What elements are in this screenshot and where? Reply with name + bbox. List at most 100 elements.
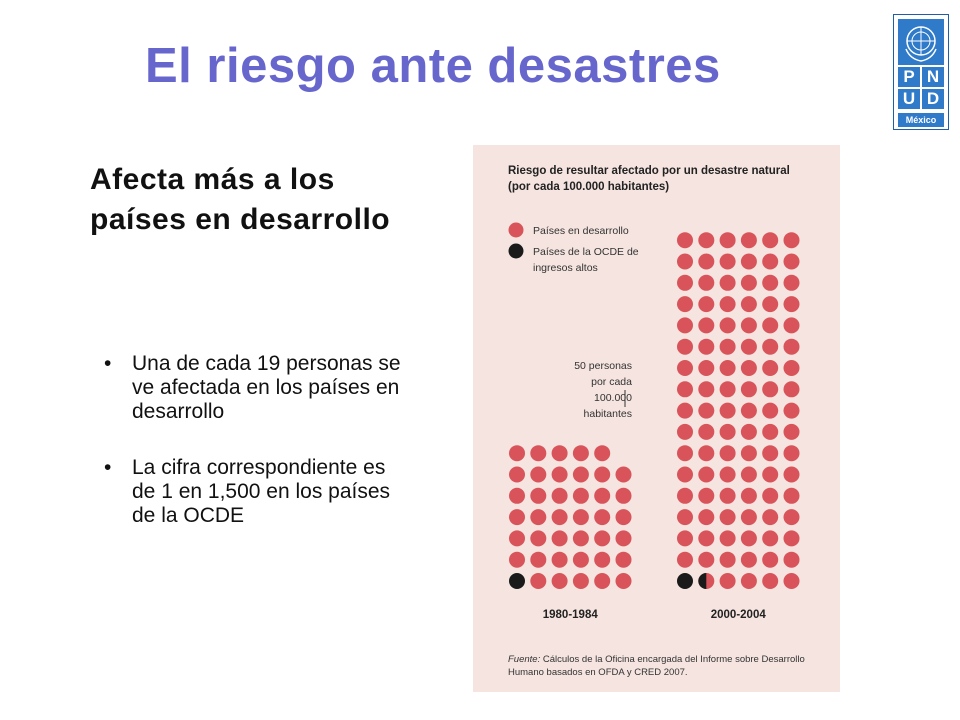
dot-developing	[783, 487, 800, 504]
dot-developing	[677, 274, 693, 291]
dot-developing	[762, 445, 779, 462]
dot-developing	[762, 402, 779, 419]
chart-source: Fuente: Cálculos de la Oficina encargada…	[508, 654, 805, 665]
dot-developing	[551, 509, 568, 526]
dot-developing	[677, 445, 693, 462]
dot-developing	[740, 423, 757, 440]
unit-note-line: habitantes	[584, 408, 632, 420]
dot-developing	[783, 274, 800, 291]
dot-developing	[677, 487, 693, 504]
dot-developing	[719, 381, 736, 398]
dot-developing	[740, 338, 757, 355]
dot-developing	[551, 530, 568, 547]
dot-developing	[719, 360, 736, 376]
dot-developing	[698, 551, 715, 568]
source-label: Fuente:	[508, 654, 541, 665]
dot-developing	[677, 317, 693, 334]
dot-developing	[572, 466, 589, 483]
dot-developing	[594, 573, 611, 589]
bullet-item: La cifra correspondiente es de 1 en 1,50…	[104, 456, 414, 528]
dot-developing	[698, 232, 715, 249]
dot-developing	[740, 274, 757, 291]
dot-developing	[719, 487, 736, 504]
dot-developing	[698, 381, 715, 398]
dot-developing	[551, 466, 568, 483]
dot-developing	[719, 232, 736, 249]
dot-grid: 1980-1984 2000-2004	[509, 232, 800, 621]
unit-note: 50 personas por cada 100.000 habitantes	[574, 360, 632, 420]
dot-developing	[762, 338, 779, 355]
dot-developing	[509, 445, 525, 462]
dot-developing	[594, 466, 611, 483]
dot-developing	[698, 530, 715, 547]
dot-developing	[698, 445, 715, 462]
dot-developing	[719, 573, 736, 589]
dot-developing	[762, 317, 779, 334]
dot-developing	[719, 402, 736, 419]
legend-label-developing: Países en desarrollo	[533, 225, 629, 237]
dot-developing	[719, 296, 736, 313]
dot-developing	[762, 487, 779, 504]
dot-developing	[530, 573, 547, 589]
dot-developing	[719, 253, 736, 270]
dot-developing	[719, 466, 736, 483]
pnud-logo: P N U D México	[893, 14, 949, 130]
dot-developing	[572, 573, 589, 589]
dot-developing	[509, 509, 525, 526]
dot-developing	[509, 551, 525, 568]
dot-developing	[762, 423, 779, 440]
dot-developing	[677, 296, 693, 313]
un-emblem-icon	[898, 19, 944, 65]
dot-developing	[740, 551, 757, 568]
dot-developing	[762, 232, 779, 249]
dot-developing	[762, 274, 779, 291]
dot-developing	[740, 445, 757, 462]
dot-developing	[509, 466, 525, 483]
logo-letter: P	[898, 67, 920, 87]
dot-developing	[698, 274, 715, 291]
dot-developing	[783, 573, 800, 589]
unit-note-line: 100.000	[594, 392, 632, 404]
dot-developing	[509, 487, 525, 504]
dot-developing	[698, 487, 715, 504]
dot-developing	[740, 296, 757, 313]
dot-developing	[698, 253, 715, 270]
dot-developing	[698, 317, 715, 334]
dot-developing	[677, 509, 693, 526]
category-label: 1980-1984	[543, 609, 599, 621]
dot-developing	[740, 466, 757, 483]
dot-developing	[740, 487, 757, 504]
dot-developing	[783, 253, 800, 270]
unit-note-line: 50 personas	[574, 360, 632, 372]
dot-developing	[719, 423, 736, 440]
dot-developing	[740, 317, 757, 334]
dot-developing	[572, 487, 589, 504]
dot-developing	[677, 423, 693, 440]
dot-developing	[530, 445, 547, 462]
dot-developing	[530, 509, 547, 526]
dot-developing	[698, 402, 715, 419]
logo-letter: N	[922, 67, 944, 87]
dot-developing	[740, 530, 757, 547]
slide-title: El riesgo ante desastres	[145, 39, 721, 93]
dot-developing	[530, 466, 547, 483]
dot-developing	[572, 551, 589, 568]
dot-developing	[677, 381, 693, 398]
dot-developing	[719, 274, 736, 291]
dot-developing	[698, 466, 715, 483]
dot-developing	[762, 551, 779, 568]
dot-developing	[698, 338, 715, 355]
legend-label-oecd-line: ingresos altos	[533, 262, 598, 274]
dot-developing	[783, 338, 800, 355]
dot-developing	[783, 296, 800, 313]
dot-developing	[783, 232, 800, 249]
dot-developing	[698, 360, 715, 376]
dot-developing	[677, 530, 693, 547]
dot-developing	[530, 487, 547, 504]
legend-swatch-developing	[508, 222, 524, 238]
dot-developing	[762, 466, 779, 483]
dot-oecd-partial	[698, 573, 707, 589]
dot-developing	[783, 317, 800, 334]
dot-developing	[530, 530, 547, 547]
dot-developing	[783, 530, 800, 547]
